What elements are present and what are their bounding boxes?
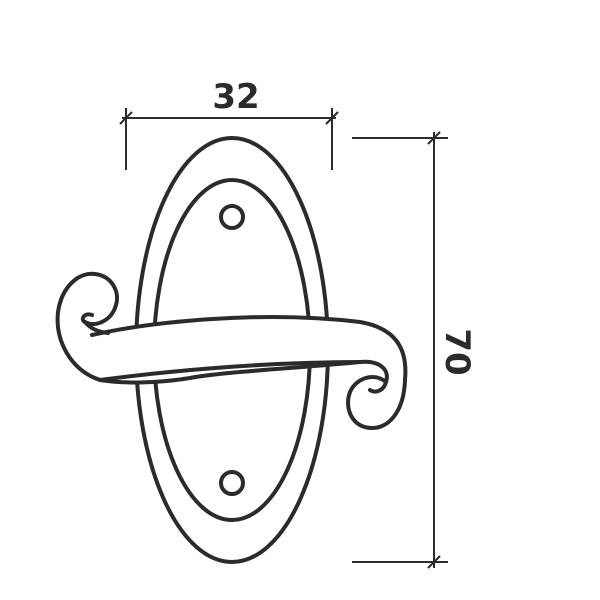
- lever-right-scroll-curl: [368, 380, 388, 394]
- lever-inner-edge: [98, 360, 362, 382]
- screw-hole-top: [219, 204, 245, 230]
- lever-body: [55, 271, 408, 430]
- lever-handle: [55, 271, 408, 430]
- height-label: 70: [437, 328, 477, 375]
- width-label: 32: [212, 77, 259, 117]
- width-tick-left: [119, 111, 133, 125]
- width-tick-right: [325, 111, 339, 125]
- lever-left-scroll-curl: [83, 320, 110, 335]
- height-tick-top: [427, 131, 441, 145]
- screw-hole-bottom: [219, 470, 245, 496]
- width-dimension: 32: [119, 77, 339, 170]
- height-dimension: 70: [352, 131, 477, 569]
- height-tick-bottom: [427, 555, 441, 569]
